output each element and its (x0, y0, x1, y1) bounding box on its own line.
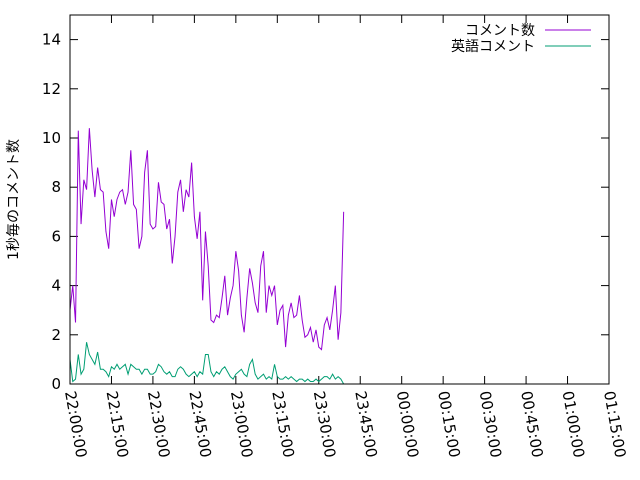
x-tick-label: 22:15:00 (103, 390, 132, 459)
x-tick-label: 01:15:00 (600, 390, 629, 459)
y-axis-title: 1秒毎のコメント数 (6, 139, 22, 260)
y-tick-label: 14 (42, 31, 61, 49)
legend-label-0: コメント数 (465, 23, 535, 39)
x-tick-label: 01:00:00 (559, 390, 588, 459)
y-axis-ticks: 0 2 4 6 8 10 12 14 (42, 31, 609, 393)
y-tick-label: 0 (51, 375, 61, 393)
x-tick-label: 23:00:00 (227, 390, 256, 459)
x-tick-label: 23:30:00 (310, 390, 339, 459)
series-line-1 (69, 342, 345, 385)
y-tick-label: 10 (42, 129, 61, 147)
x-tick-label: 00:00:00 (393, 390, 422, 459)
plot-frame (69, 14, 610, 385)
y-tick-label: 6 (51, 227, 61, 245)
y-tick-label: 8 (51, 178, 61, 196)
legend-label-1: 英語コメント (451, 38, 535, 55)
x-tick-label: 22:30:00 (144, 390, 173, 459)
series-line-0 (69, 128, 345, 351)
x-tick-label: 00:45:00 (517, 390, 546, 459)
x-tick-label: 23:45:00 (351, 390, 380, 459)
series-lines (69, 128, 345, 385)
x-tick-label: 22:00:00 (61, 390, 90, 459)
y-tick-label: 2 (51, 326, 61, 344)
x-axis-ticks: 22:00:00 22:15:00 22:30:00 22:45:00 23:00:00… (61, 15, 629, 459)
x-tick-label: 00:15:00 (434, 390, 463, 459)
y-tick-label: 12 (42, 80, 61, 98)
x-tick-label: 22:45:00 (185, 390, 214, 459)
y-tick-label: 4 (51, 277, 61, 295)
x-tick-label: 23:15:00 (268, 390, 297, 459)
x-tick-label: 00:30:00 (476, 390, 505, 459)
